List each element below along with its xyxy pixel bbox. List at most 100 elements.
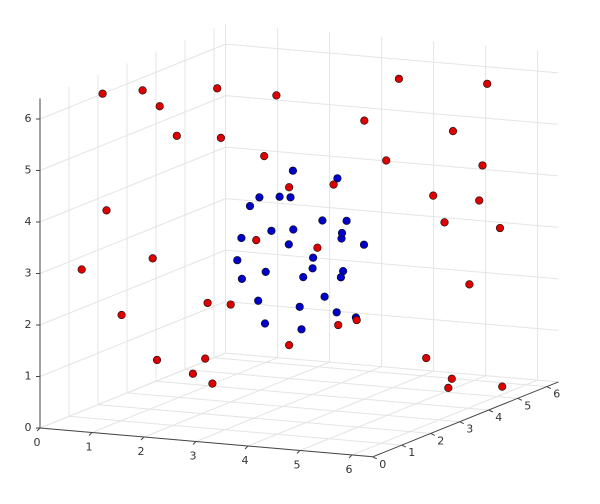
point [308, 264, 317, 273]
point [233, 256, 242, 265]
point [337, 228, 347, 238]
grid-line [126, 392, 460, 423]
point [333, 174, 342, 183]
y-tick-label: 4 [495, 411, 502, 424]
grid-line [225, 249, 559, 280]
grid-line [97, 404, 431, 434]
point [98, 89, 107, 98]
point [237, 274, 246, 283]
point [342, 216, 351, 225]
x-tick [192, 441, 197, 445]
point [359, 240, 369, 249]
x-axis [39, 427, 373, 458]
point [440, 218, 449, 227]
point [382, 156, 391, 165]
point [288, 166, 298, 175]
point [255, 193, 264, 202]
point [188, 369, 197, 378]
point [495, 223, 505, 233]
y-tick [430, 432, 436, 436]
point [422, 353, 431, 363]
point [444, 383, 453, 392]
grid-line [299, 375, 486, 451]
z-tick-label: 0 [25, 421, 32, 434]
x-tick [296, 450, 301, 454]
point [252, 236, 261, 245]
point [77, 265, 86, 274]
point [284, 240, 293, 249]
point [394, 74, 404, 83]
grid-line [143, 361, 330, 438]
grid-line [39, 301, 226, 377]
y-tick-label: 0 [379, 458, 386, 471]
y-tick-label: 5 [524, 399, 531, 412]
grid-line [39, 249, 226, 326]
point [201, 354, 210, 363]
z-tick-label: 3 [25, 267, 32, 280]
grid-line [155, 380, 489, 411]
point [102, 206, 111, 215]
y-tick [546, 386, 552, 390]
x-tick-label: 4 [242, 454, 249, 467]
y-tick-label: 6 [553, 388, 560, 401]
x-tick-label: 5 [294, 459, 301, 472]
grid-line [195, 366, 382, 442]
point [295, 302, 304, 311]
point [447, 374, 456, 383]
point [289, 225, 298, 234]
x-tick [348, 454, 353, 459]
point [203, 298, 212, 308]
point [245, 201, 255, 211]
y-tick-label: 1 [408, 446, 415, 459]
point [313, 243, 322, 252]
point [275, 192, 284, 201]
point [483, 79, 492, 88]
z-tick-label: 4 [25, 215, 32, 228]
grid-line [68, 415, 402, 446]
point [138, 86, 147, 95]
point [213, 84, 222, 93]
x-tick [244, 445, 249, 450]
grid-line [39, 352, 226, 429]
x-tick-label: 2 [138, 445, 145, 458]
grid-line [39, 43, 226, 120]
point [429, 191, 438, 200]
y-tick [372, 456, 378, 460]
point [309, 253, 318, 262]
grid-line [225, 43, 559, 74]
point [267, 226, 276, 235]
grid-line [225, 198, 559, 228]
point [172, 131, 181, 140]
x-tick-label: 1 [86, 441, 93, 454]
grid-line [39, 95, 226, 171]
grid-line [225, 146, 559, 177]
point [498, 382, 507, 391]
point [299, 272, 308, 282]
grid-line [39, 198, 226, 274]
z-tick-label: 1 [25, 370, 32, 383]
x-tick-label: 3 [190, 450, 197, 463]
y-axis [372, 381, 559, 458]
point [318, 216, 327, 225]
point [286, 193, 295, 202]
point [272, 91, 281, 100]
point [152, 355, 162, 365]
grid-line [225, 352, 559, 383]
x-tick [140, 436, 145, 441]
y-tick-label: 2 [437, 434, 444, 447]
point [478, 161, 487, 170]
y-tick [459, 421, 465, 425]
point [261, 267, 270, 276]
point [352, 315, 361, 325]
point [254, 296, 263, 305]
grid-line [91, 357, 278, 433]
y-tick [488, 409, 494, 413]
point [332, 308, 341, 317]
point [360, 116, 369, 125]
point [320, 292, 329, 301]
grid-line [39, 146, 226, 223]
point [285, 183, 294, 192]
point [237, 233, 246, 243]
point [117, 310, 126, 320]
